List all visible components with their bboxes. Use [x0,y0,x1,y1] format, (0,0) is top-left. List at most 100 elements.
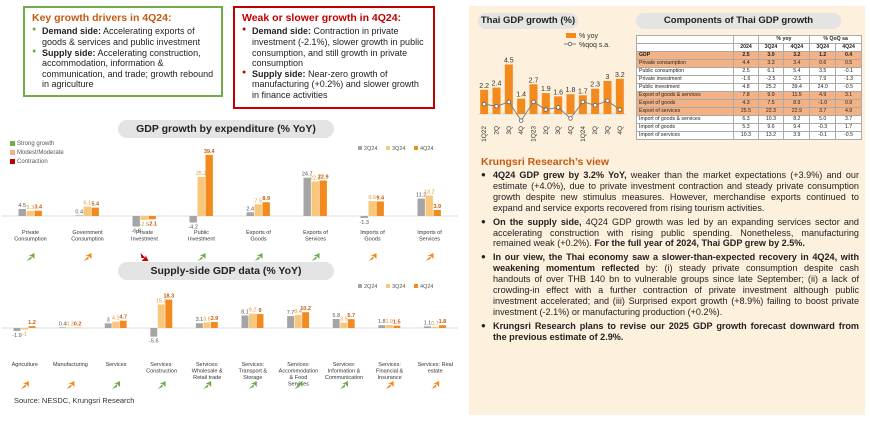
table-cell: 22.9 [783,107,811,116]
category-label: Government Consumption [71,230,103,243]
category-label: Imports of Goods [360,230,385,243]
table-cell: Import of goods & services [635,115,735,124]
legend-label: %qoq s.a. [579,42,610,49]
bar-value-label: 9 [258,308,261,314]
category-label: Services: Transport & Storage [239,362,268,381]
table-cell: 0.5 [835,59,862,68]
table-cell: 8.9 [783,99,811,108]
legend-label: 2Q24 [364,284,377,290]
table-row: GDP 2.5 3.0 3.2 1.2 0.4 [635,51,862,60]
bar-value-label: 8.9 [262,196,270,202]
bar [287,316,295,328]
view-item: In our view, the Thai economy saw a slow… [481,252,859,317]
bar-value-label: -5.6 [149,339,158,345]
gdp-growth-chart: 2.2 1Q22 2.4 2Q 4.5 3Q 1.4 4Q 2.7 1Q23 1.9 2Q 1.6 3Q 1… [478,33,626,142]
bar-value-label: 3.9 [211,316,219,322]
category-label: Services: Construction [146,362,177,375]
legend-label: % yoy [579,33,599,40]
table-cell: GDP [635,51,735,60]
bar-value-label: 0.2 [74,322,82,328]
bar-value-label: -1 [22,332,27,338]
qoq-line [484,100,621,122]
category-label: Services: Financial & Insurance [376,362,404,381]
bar [150,328,158,337]
gdp-x-label: 4Q [617,126,624,135]
table-cell: 5.3 [733,123,759,132]
bar-value-label: 24.7 [302,172,313,178]
header-cell: 4Q24 [783,43,811,52]
legend-swatch [566,33,576,38]
weak-title: Weak or slower growth in 4Q24: [242,12,402,24]
trend-arrow-icon [66,381,75,389]
trend-arrow-icon [197,253,206,261]
legend-label: 3Q24 [392,284,405,290]
bar-value-label: -1.3 [359,220,368,226]
bar [376,201,384,216]
bar [347,319,355,328]
expenditure-chart-title: GDP growth by expenditure (% YoY) [118,120,334,138]
qoq-point [481,101,487,107]
bar-value-label: 3.6 [203,316,211,322]
view-list: 4Q24 GDP grew by 3.2% YoY, weaker than t… [481,170,859,346]
table-row: Private consumption 4.4 3.3 3.4 0.6 0.5 [635,59,862,68]
legend-label: 4Q24 [420,284,433,290]
table-cell: -2.5 [757,75,785,84]
bar [262,202,270,216]
table-cell: 10.3 [757,115,785,124]
bar [21,328,28,330]
table-cell: 6.3 [733,115,759,124]
bar-value-label: 5.7 [347,313,355,319]
table-cell: -0.3 [809,123,837,132]
bar-value-label: 0.3 [66,322,74,328]
trend-arrow-icon [26,253,35,261]
bar [433,209,441,216]
table-row: Public investment 4.8 25.2 39.4 24.0 -0.5 [635,83,862,92]
table-row: Import of services 10.3 13.2 3.9 -0.1 -0.5 [635,131,862,140]
gdp-bar-label: 1.8 [566,87,576,94]
header-cell [733,35,759,44]
bar-value-label: 2.4 [246,206,254,212]
bar [104,323,112,328]
table-cell: 4.9 [809,91,837,100]
bar-value-label: 3.3 [26,205,34,211]
category-label: Imports of Services [417,230,442,243]
table-cell: 9.4 [783,123,811,132]
gdp-bar-label: 2.7 [529,77,539,84]
key-growth-drivers-box: Key growth drivers in 4Q24: Demand side:… [23,6,223,97]
bar-value-label: 1.9 [385,319,393,325]
table-cell: 3.1 [835,91,862,100]
legend-modest: Modest/Moderate [10,150,64,156]
bar-value-label: 4.7 [119,315,127,321]
trend-arrow-icon [385,381,394,389]
view-title: Krungsri Research’s view [481,156,609,168]
category-label: Private Investment [131,230,158,243]
category-label: Exports of Services [303,230,328,243]
bar [378,325,386,328]
gdp-bar [541,93,550,114]
qoq-point [543,107,549,112]
bar [157,304,165,328]
bar-value-label: 22.3 [310,175,321,181]
trend-arrow-icon [157,381,166,389]
bar [165,299,173,328]
weak-item: Demand side: Contraction in private inve… [242,26,426,68]
table-cell: Import of goods [635,123,735,132]
drivers-item: Demand side: Accelerating exports of goo… [32,26,214,47]
table-cell: -0.1 [809,131,837,140]
trend-arrow-icon [425,253,434,261]
gdp-x-label: 1Q22 [481,126,488,142]
category-label: Services: Accommodation & Food Services [279,362,318,388]
table-cell: 3.2 [783,51,811,60]
gdp-bar-label: 1.9 [541,86,551,93]
table-cell: 24.0 [809,83,837,92]
category-label: Agriculture [12,362,38,368]
bar-value-label: 0.4 [75,209,83,215]
bar [368,201,376,216]
qoq-point [518,118,524,123]
gdp-x-label: 3Q [506,126,513,135]
bar-value-label: 9.4 [376,195,385,201]
bar [148,216,156,220]
bar-value-label: 4.1 [112,316,120,322]
bar [425,195,433,216]
header-cell: 4Q24 [835,43,862,52]
